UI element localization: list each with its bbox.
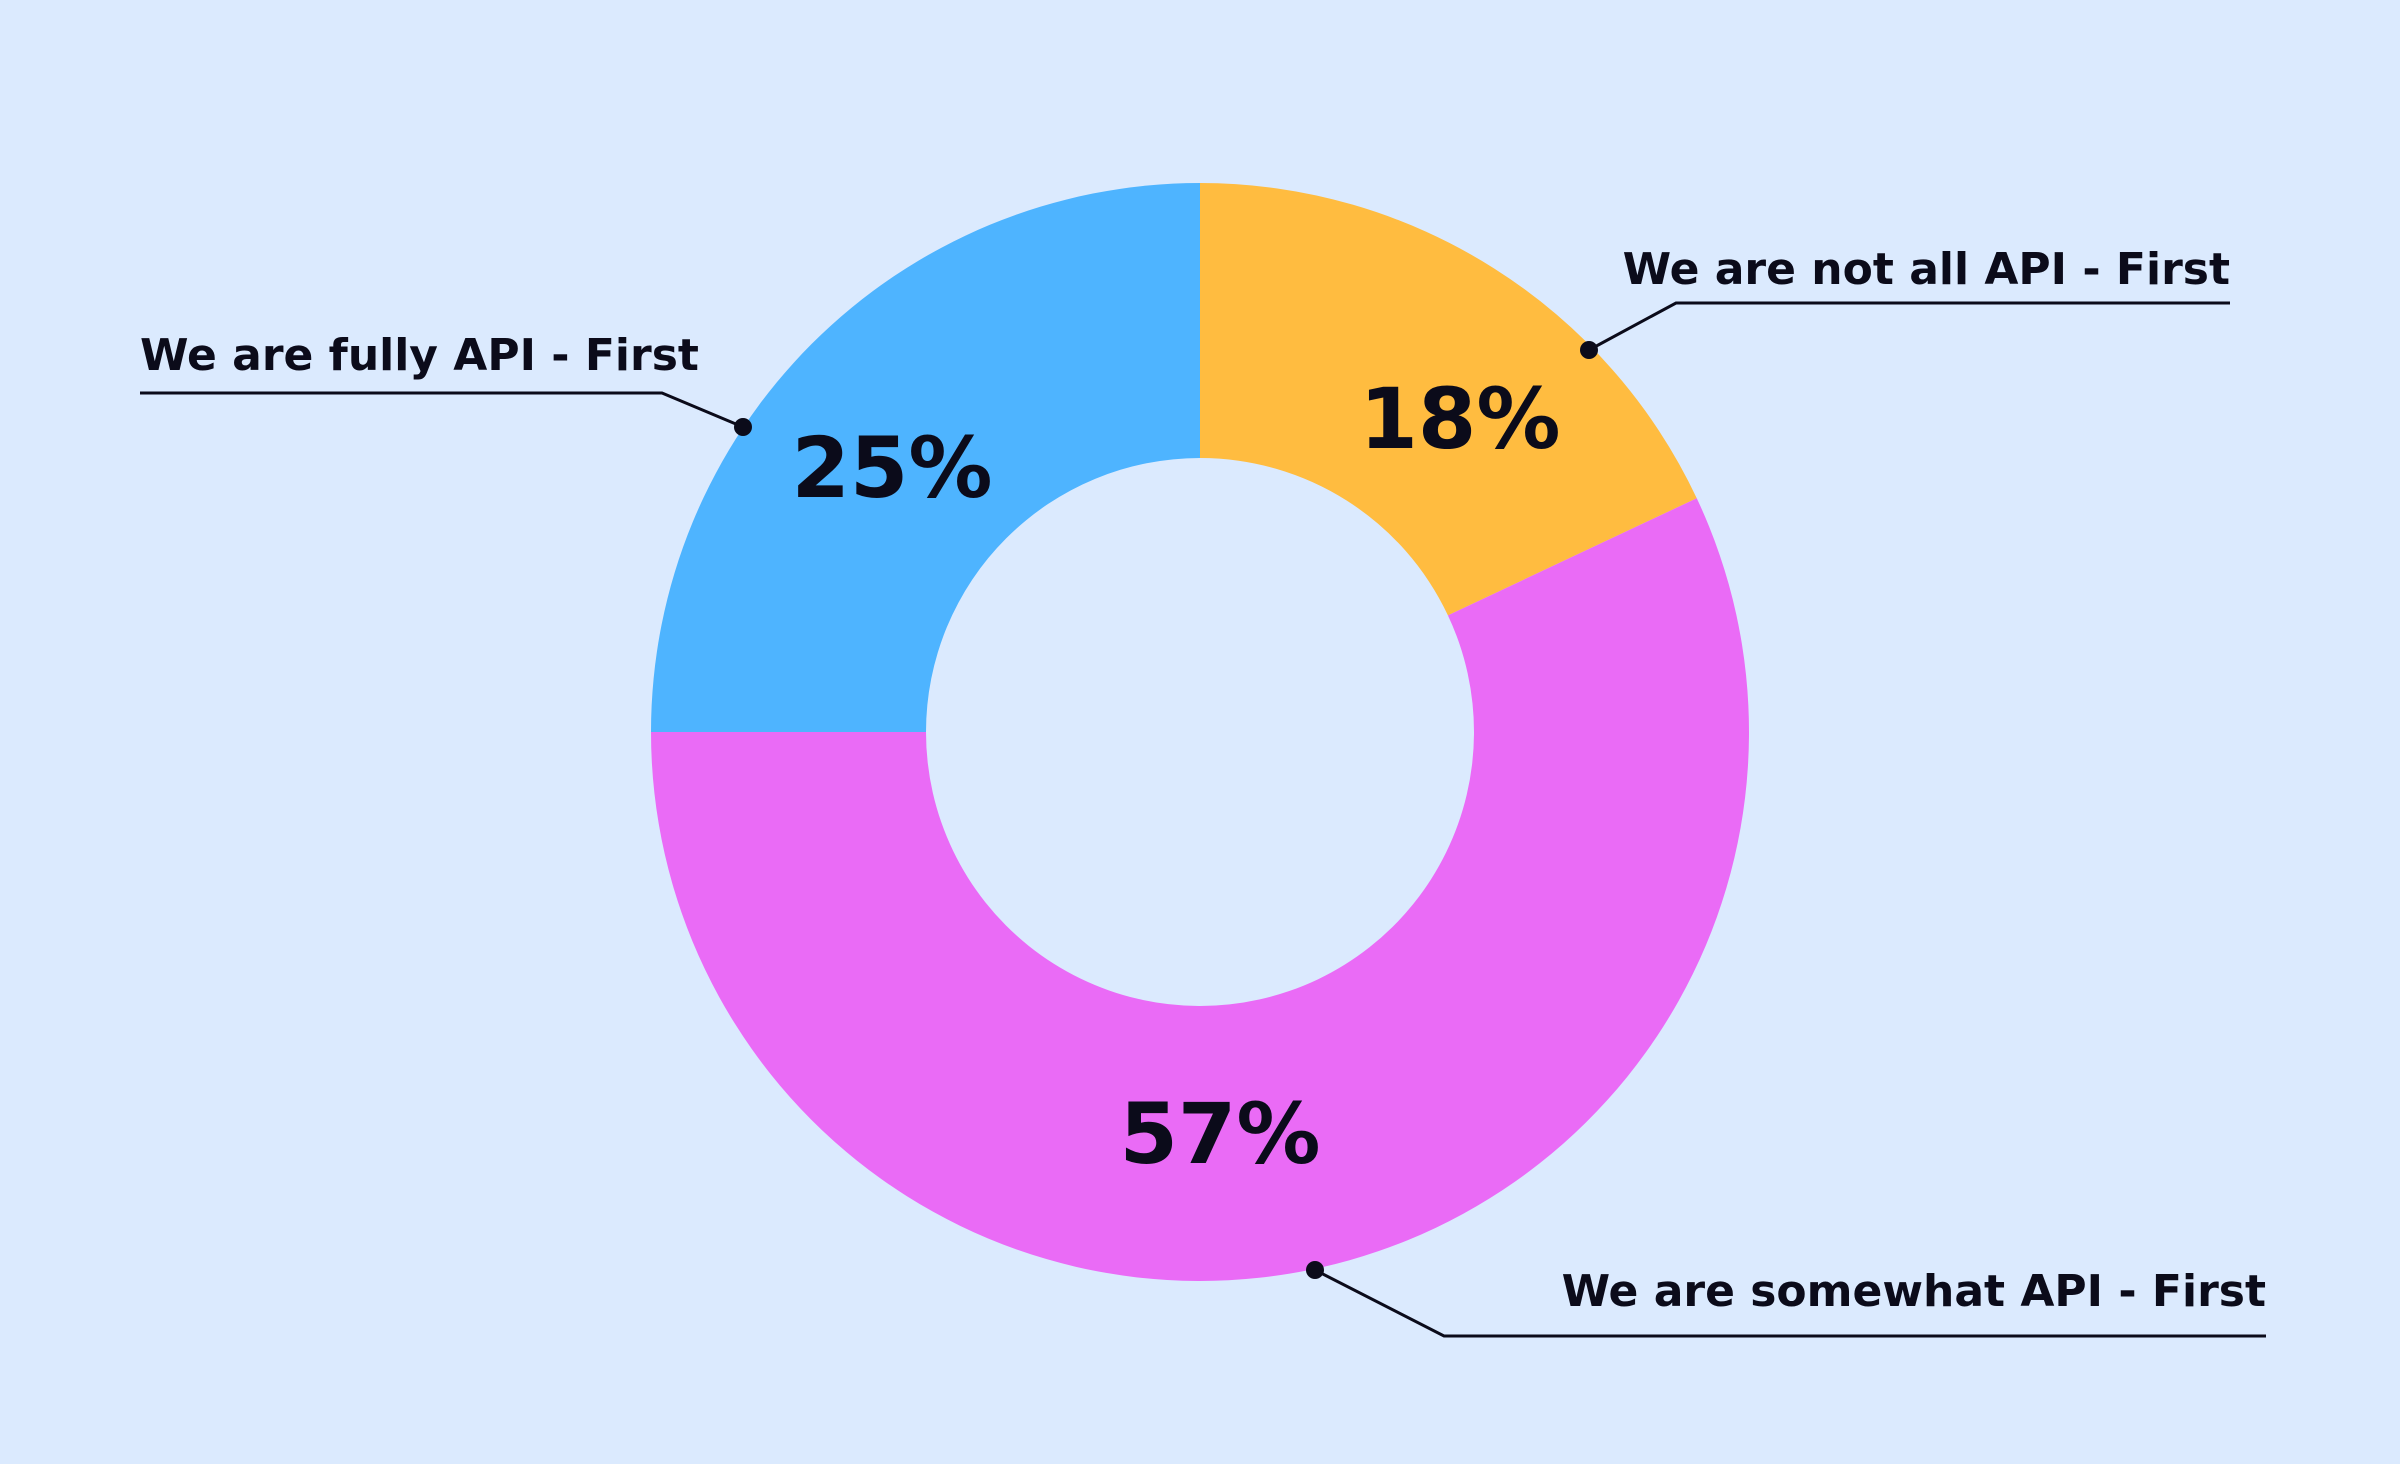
leader-line xyxy=(140,391,744,429)
slice-value-label: 18% xyxy=(1359,370,1560,468)
leaders-layer xyxy=(140,301,2266,1338)
slice-we-are-somewhat-api-first xyxy=(651,498,1749,1281)
labels-layer: 18% We are not all API - First 57% We are s… xyxy=(140,244,2266,1317)
slice-we-are-fully-api-first xyxy=(651,183,1200,732)
leader-dot xyxy=(1580,341,1598,359)
leader-dot xyxy=(1306,1261,1324,1279)
slice-value-label: 57% xyxy=(1119,1085,1320,1183)
slice-value-label: 25% xyxy=(791,419,992,517)
callout-label-we-are-fully-api-first: We are fully API - First xyxy=(140,330,699,381)
callout-label-we-are-somewhat-api-first: We are somewhat API - First xyxy=(1562,1266,2266,1317)
slices-layer xyxy=(651,183,1749,1281)
leader-line xyxy=(1314,1268,2266,1338)
leader-dot xyxy=(734,418,752,436)
slice-we-are-not-all-api-first xyxy=(1200,183,1697,616)
callout-label-we-are-not-all-api-first: We are not all API - First xyxy=(1623,244,2230,295)
leader-line xyxy=(1588,301,2230,352)
